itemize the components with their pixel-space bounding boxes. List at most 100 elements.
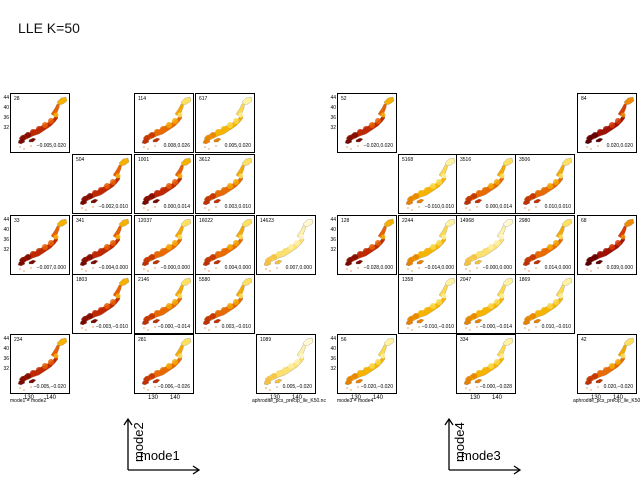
small-island [147, 329, 149, 331]
y-tick-label: 40 [3, 227, 9, 233]
island-region [180, 96, 192, 106]
japan-precip-map [202, 277, 253, 331]
map-panel: 5580 0.003,−0.010 [195, 274, 255, 334]
japan-precip-map [463, 218, 514, 272]
precip-cell [98, 248, 104, 254]
precip-cell [238, 234, 244, 240]
precip-cell [42, 363, 48, 369]
precip-cell [149, 373, 155, 379]
small-island [586, 268, 588, 270]
x-tick-label: 140 [46, 395, 57, 401]
y-tick-label: 32 [330, 247, 336, 253]
precip-cell [25, 132, 31, 138]
map-panel: 2244 −0.014,0.000 [398, 215, 458, 275]
map-panel: 12037 −0.000,0.000 [134, 215, 194, 275]
precip-cell [476, 370, 482, 376]
small-island [19, 387, 21, 389]
island-region [213, 259, 222, 265]
small-island [265, 387, 267, 389]
precip-cell [30, 129, 36, 135]
precip-cell [418, 190, 424, 196]
panel-range-label: 0.005,−0.020 [282, 384, 312, 390]
x-tick-label: 140 [373, 395, 384, 401]
y-tick-label: 36 [330, 237, 336, 243]
y-tick-label: 32 [330, 366, 336, 372]
precip-cell [436, 179, 442, 185]
small-island [346, 268, 348, 270]
small-island [19, 146, 21, 148]
japan-precip-map [17, 96, 68, 150]
panel-range-label: 0.010,0.010 [544, 204, 571, 210]
precip-cell [553, 179, 559, 185]
panel-id-label: 2244 [402, 218, 414, 224]
precip-cell [494, 359, 500, 365]
precip-cell [535, 310, 541, 316]
japan-precip-map [463, 157, 514, 211]
island-region [474, 198, 483, 204]
panel-id-label: 84 [581, 96, 587, 102]
page-title: LLE K=50 [18, 20, 80, 36]
island-region [416, 259, 425, 265]
precip-cell [172, 299, 178, 305]
small-island [81, 268, 83, 270]
precip-cell [620, 353, 626, 359]
map-panel: 3612 0.003,0.010 [195, 154, 255, 214]
small-island [590, 389, 592, 391]
precip-cell [166, 303, 172, 309]
precip-cell [466, 257, 472, 263]
small-island [265, 268, 267, 270]
small-island [597, 267, 599, 269]
small-island [350, 148, 352, 150]
precip-cell [482, 187, 488, 193]
panel-id-label: 14623 [260, 218, 274, 224]
small-island [204, 207, 206, 209]
small-island [597, 386, 599, 388]
small-island [154, 267, 156, 269]
panel-range-label: 0.004,0.000 [224, 265, 251, 271]
small-island [208, 209, 210, 211]
island-region [416, 318, 425, 324]
panel-range-label: −0.028,0.000 [363, 265, 393, 271]
map-panel: 5168 −0.010,0.010 [398, 154, 458, 214]
island-region [213, 137, 222, 143]
small-island [143, 387, 145, 389]
precip-cell [413, 313, 419, 319]
precip-cell [276, 251, 282, 257]
precip-cell [42, 244, 48, 250]
precip-cell [587, 135, 593, 141]
small-island [23, 389, 25, 391]
precip-cell [92, 251, 98, 257]
y-tick-label: 44 [330, 336, 336, 342]
precip-cell [380, 234, 386, 240]
precip-cell [149, 132, 155, 138]
precip-cell [547, 303, 553, 309]
small-island [208, 270, 210, 272]
precip-cell [352, 373, 358, 379]
island-region [213, 198, 222, 204]
island-region [383, 218, 395, 228]
precip-cell [177, 112, 183, 118]
island-region [302, 218, 314, 228]
map-panel: 28 −0.005,0.020 [10, 93, 70, 153]
panel-range-label: 0.039,0.000 [606, 265, 633, 271]
panel-id-label: 2047 [460, 277, 472, 283]
precip-cell [436, 240, 442, 246]
precip-cell [541, 187, 547, 193]
panel-range-label: 0.008,0.026 [163, 143, 190, 149]
precip-cell [266, 376, 272, 382]
x-tick-label: 130 [270, 395, 281, 401]
precip-cell [177, 353, 183, 359]
small-island [418, 326, 420, 328]
precip-cell [357, 129, 363, 135]
precip-cell [408, 316, 414, 322]
x-mode-label: mode3 [461, 448, 501, 463]
island-region [474, 318, 483, 324]
small-island [215, 145, 217, 147]
precip-cell [609, 363, 615, 369]
precip-cell [525, 316, 531, 322]
panel-id-label: 334 [460, 337, 469, 343]
precip-cell [48, 240, 54, 246]
small-island [469, 389, 471, 391]
precip-cell [30, 251, 36, 257]
small-island [524, 268, 526, 270]
